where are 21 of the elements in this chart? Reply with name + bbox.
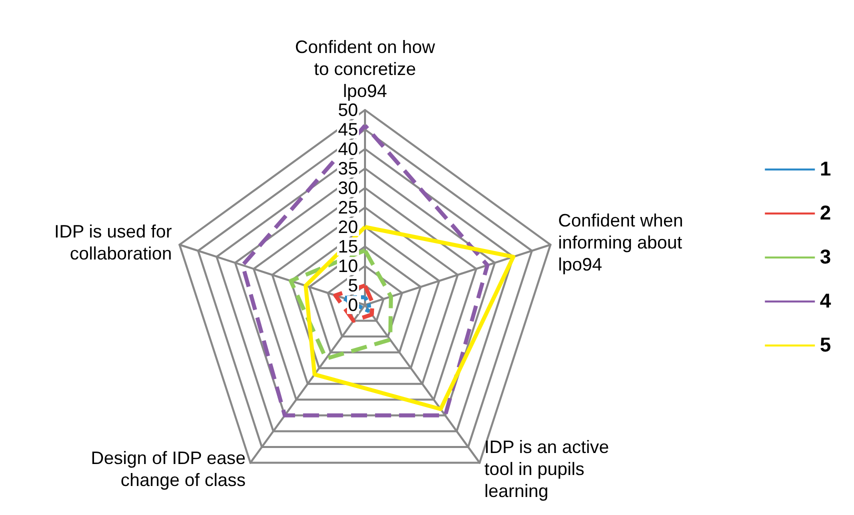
spoke-label: IDP is an active tool in pupils learning bbox=[484, 437, 610, 502]
legend-label: 2 bbox=[820, 202, 831, 224]
legend-label: 5 bbox=[820, 334, 831, 356]
spoke-label: IDP is used for collaboration bbox=[54, 221, 172, 264]
y-tick-label: 40 bbox=[338, 139, 358, 159]
y-tick-label: 15 bbox=[338, 236, 358, 256]
legend-label: 3 bbox=[820, 246, 831, 268]
spoke-label: Confident when informing about lpo94 bbox=[558, 210, 684, 274]
y-tick-label: 30 bbox=[338, 178, 358, 198]
y-tick-label: 10 bbox=[338, 256, 358, 276]
y-tick-label: 45 bbox=[338, 120, 358, 140]
legend-label: 4 bbox=[820, 290, 832, 312]
legend-label: 1 bbox=[820, 158, 831, 180]
y-tick-label: 0 bbox=[348, 295, 358, 315]
spoke-label: Confident on how to concretize lpo94 bbox=[294, 37, 436, 101]
spoke-label: Design of IDP ease change of class bbox=[90, 448, 246, 490]
y-tick-label: 20 bbox=[338, 217, 358, 237]
y-tick-label: 35 bbox=[338, 158, 358, 178]
y-tick-label: 25 bbox=[338, 198, 358, 218]
y-tick-label: 5 bbox=[348, 276, 358, 296]
y-tick-label: 50 bbox=[338, 100, 358, 120]
